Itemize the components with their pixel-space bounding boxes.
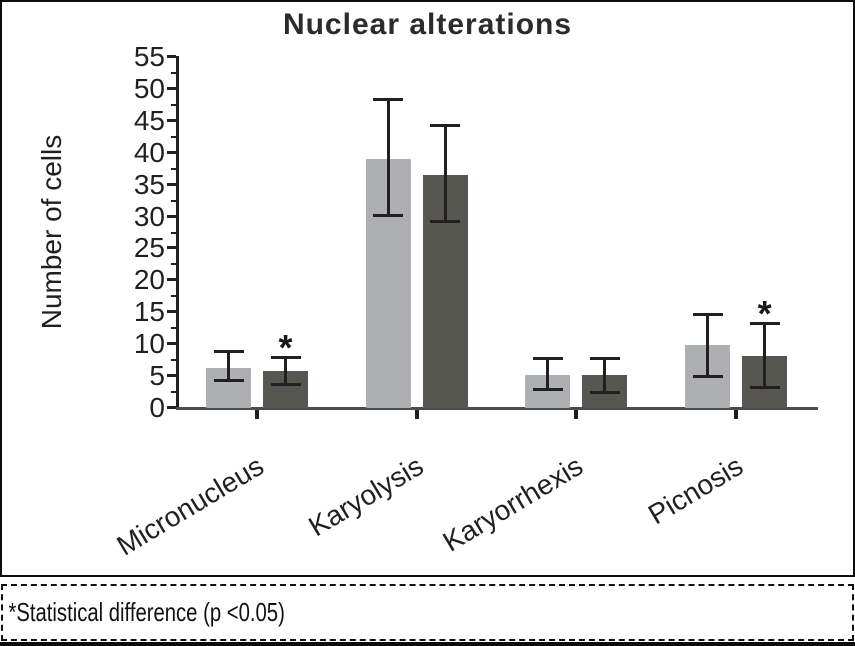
y-tick	[167, 374, 176, 378]
error-bar-cap-bottom	[749, 385, 780, 389]
y-tick	[167, 310, 176, 314]
y-tick	[167, 278, 176, 282]
y-tick	[167, 150, 176, 154]
y-tick-label: 50	[133, 72, 165, 104]
y-tick-label: 30	[133, 200, 165, 232]
error-bar-cap-bottom	[213, 379, 244, 383]
y-tick-label: 10	[133, 328, 165, 360]
x-tick	[734, 410, 739, 419]
y-tick	[167, 246, 176, 250]
y-minor-tick	[171, 71, 176, 74]
error-bar-cap-top	[213, 349, 244, 353]
error-bar-line	[443, 124, 447, 223]
x-category-label: Picnosis	[642, 450, 749, 531]
error-bar-line	[706, 312, 710, 378]
error-bar-line	[603, 356, 607, 394]
y-tick-label: 35	[133, 168, 165, 200]
y-minor-tick	[171, 199, 176, 202]
y-minor-tick	[171, 263, 176, 266]
y-tick-label: 45	[133, 104, 165, 136]
error-bar-cap-top	[430, 124, 461, 127]
y-minor-tick	[171, 327, 176, 330]
y-minor-tick	[171, 103, 176, 106]
y-tick	[167, 55, 176, 58]
significance-asterisk: *	[757, 293, 772, 335]
significance-asterisk: *	[278, 326, 293, 368]
x-category-label: Micronucleus	[111, 450, 269, 562]
y-tick	[167, 406, 176, 409]
error-bar-cap-bottom	[373, 213, 404, 217]
error-bar-cap-top	[749, 322, 780, 326]
y-tick-label: 15	[133, 296, 165, 328]
y-tick-label: 55	[133, 41, 165, 72]
x-category-label: Karyolysis	[303, 450, 429, 543]
y-axis-label: Number of cells	[36, 134, 67, 330]
footnote-box: *Statistical difference (p <0.05)	[1, 584, 854, 641]
error-bar-cap-bottom	[532, 387, 563, 391]
error-bar-cap-top	[692, 312, 723, 316]
y-minor-tick	[171, 135, 176, 138]
error-bar-cap-bottom	[430, 219, 461, 223]
error-bar-line	[227, 349, 230, 383]
y-tick-label: 40	[133, 136, 165, 168]
error-bar-cap-top	[589, 356, 620, 360]
error-bar-cap-bottom	[270, 382, 301, 386]
y-tick	[167, 342, 176, 346]
error-bar-line	[546, 356, 550, 391]
x-axis-line	[176, 407, 818, 410]
y-tick-label: 5	[149, 360, 165, 392]
x-tick	[255, 410, 259, 419]
y-minor-tick	[171, 167, 176, 170]
y-tick-label: 20	[133, 264, 165, 296]
y-tick-label: 25	[133, 232, 165, 264]
error-bar-cap-top	[270, 355, 301, 359]
chart-title: Nuclear alterations	[282, 8, 573, 41]
y-tick	[167, 118, 176, 122]
y-tick	[167, 214, 176, 218]
y-tick	[167, 86, 176, 90]
error-bar-cap-bottom	[589, 390, 620, 394]
bottom-strip	[0, 642, 855, 646]
y-minor-tick	[171, 359, 176, 362]
chart-panel: Nuclear alterations Number of cells 0 5 10…	[0, 0, 855, 577]
error-bar-cap-bottom	[692, 375, 723, 378]
y-minor-tick	[171, 391, 176, 394]
error-bar-line	[763, 322, 767, 389]
y-axis-line	[176, 56, 179, 410]
x-category-label: Karyorrhexis	[437, 450, 589, 558]
y-minor-tick	[171, 231, 176, 234]
error-bar-cap-top	[373, 98, 404, 102]
y-tick-label: 0	[149, 392, 165, 423]
plot-area: Nuclear alterations Number of cells 0 5 10…	[36, 8, 818, 562]
error-bar-line	[284, 355, 287, 386]
footnote-text: *Statistical difference (p <0.05)	[8, 597, 285, 627]
y-tick	[167, 182, 176, 186]
x-tick	[574, 410, 579, 419]
error-bar-cap-top	[532, 356, 563, 360]
y-minor-tick	[171, 295, 176, 298]
error-bar-line	[386, 98, 390, 217]
x-tick	[414, 410, 419, 419]
